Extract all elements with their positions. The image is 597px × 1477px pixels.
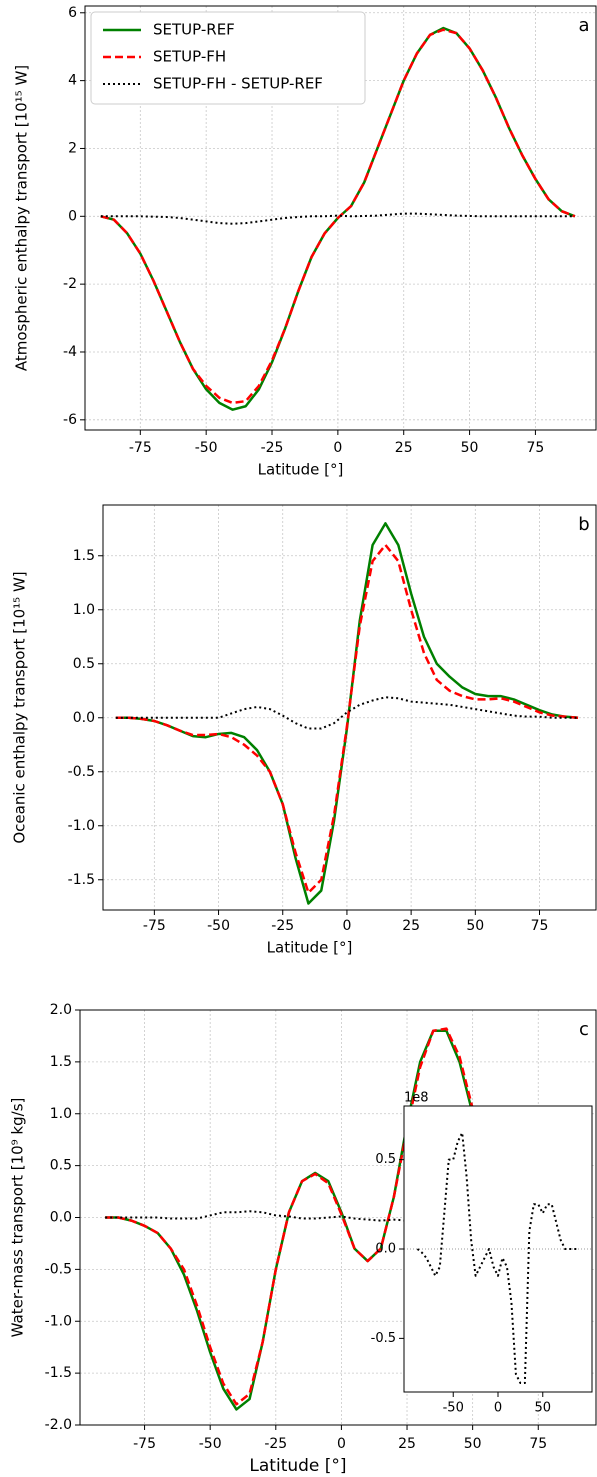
y-tick-label: 0.5 [73,656,95,672]
plot-frame [79,1009,597,1426]
y-tick-label: -4 [63,344,77,360]
x-tick-label: 75 [531,918,549,934]
x-tick-label: 0 [342,918,351,934]
y-tick-label: 0.0 [50,1210,72,1226]
y-tick-label: -0.5 [45,1261,72,1277]
x-tick-label: -75 [129,440,152,456]
legend-label: SETUP-FH [153,48,226,66]
plot-frame [102,504,597,911]
y-tick-label: 0.0 [73,710,95,726]
y-axis-label: Water-mass transport [10⁹ kg/s] [9,1098,27,1338]
y-tick-label: -1.5 [45,1365,72,1381]
x-tick-label: 25 [395,440,413,456]
y-tick-label: 1.5 [73,548,95,564]
x-tick-label: 50 [466,918,484,934]
series-line [416,1131,579,1385]
x-tick-label: 0 [337,1436,346,1452]
x-tick-label: 0 [494,1401,502,1416]
x-tick-label: -75 [143,918,166,934]
y-tick-label: 4 [68,73,77,89]
x-axis-label: Latitude [°] [249,1456,346,1476]
y-tick-label: 2 [68,140,77,156]
series-line [100,28,576,405]
offset-text: 1e8 [404,1091,429,1106]
y-tick-label: 2.0 [50,1002,72,1018]
y-axis-label: Atmospheric enthalpy transport [10¹⁵ W] [13,65,31,371]
x-axis-label: Latitude [°] [267,939,353,957]
y-axis-label: Oceanic enthalpy transport [10¹⁵ W] [11,571,29,843]
x-tick-label: -50 [199,1436,222,1452]
panel-label: c [579,1019,589,1040]
y-tick-label: -2 [63,276,77,292]
series-line [105,1027,578,1406]
series-line [100,212,575,225]
x-tick-label: 50 [464,1436,482,1452]
plot-frame [84,5,597,431]
panel-label: a [578,15,589,36]
y-tick-label: -2.0 [45,1417,72,1433]
y-tick-label: 1.0 [50,1106,72,1122]
legend-label: SETUP-REF [153,21,235,39]
y-tick-label: -0.5 [371,1331,396,1346]
x-tick-label: 50 [534,1401,551,1416]
y-tick-label: 1.5 [50,1054,72,1070]
x-tick-label: 25 [398,1436,416,1452]
y-tick-label: -1.0 [45,1313,72,1329]
x-tick-label: -50 [207,918,230,934]
x-tick-label: 50 [461,440,479,456]
x-tick-label: -25 [264,1436,287,1452]
x-tick-label: -75 [133,1436,156,1452]
x-axis-label: Latitude [°] [258,461,344,479]
series-line [115,696,579,730]
y-tick-label: 0.0 [375,1242,396,1257]
legend-box [90,11,366,105]
x-tick-label: 75 [527,440,545,456]
x-tick-label: -25 [261,440,284,456]
legend-label: SETUP-FH - SETUP-REF [153,75,323,93]
panel-label: b [578,514,589,535]
x-tick-label: 0 [333,440,342,456]
y-tick-label: -6 [63,412,77,428]
y-tick-label: -1.0 [68,818,95,834]
y-tick-label: -1.5 [68,872,95,888]
y-tick-label: 1.0 [73,602,95,618]
y-tick-label: 0.5 [50,1158,72,1174]
plot-frame [403,1105,593,1393]
y-tick-label: -0.5 [68,764,95,780]
y-tick-label: 6 [68,5,77,21]
x-tick-label: 25 [402,918,420,934]
x-tick-label: -50 [443,1401,464,1416]
y-tick-label: 0.5 [375,1152,396,1167]
x-tick-label: -50 [195,440,218,456]
x-tick-label: 75 [529,1436,547,1452]
x-tick-label: -25 [271,918,294,934]
y-tick-label: 0 [68,208,77,224]
series-line [115,543,579,894]
